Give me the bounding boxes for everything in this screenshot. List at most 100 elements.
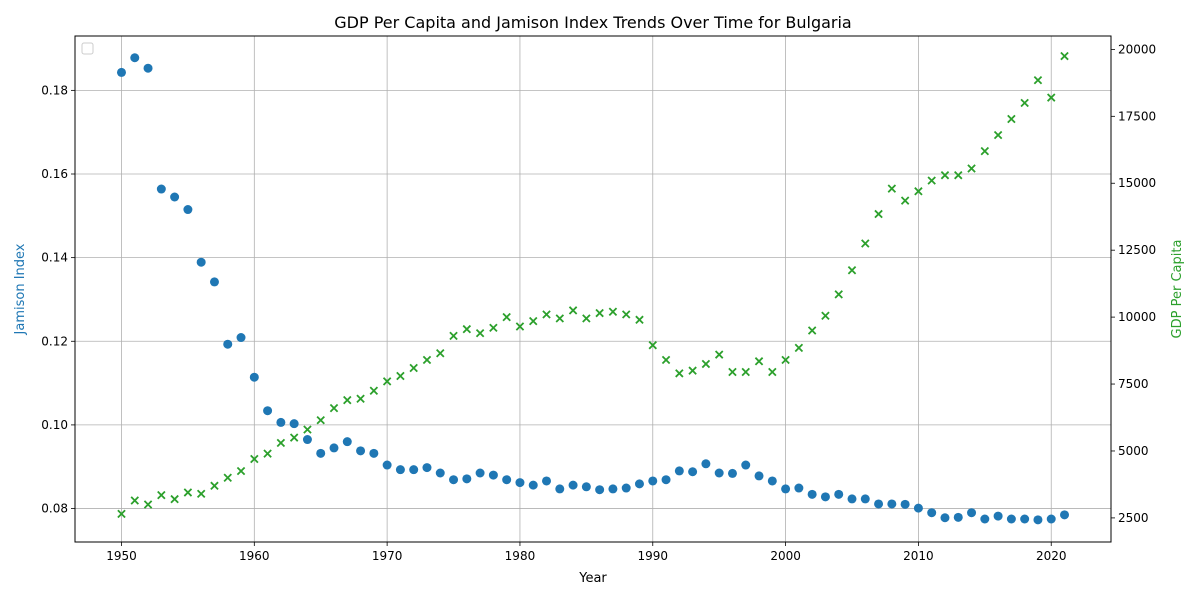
left-tick-label: 0.16 [41,167,68,181]
right-axis-label: GDP Per Capita [1170,240,1185,339]
jamison-point [701,459,711,469]
jamison-point [342,437,352,447]
left-axis-label: Jamison Index [13,243,28,335]
gdp-point [807,326,817,335]
gdp-point [289,433,299,442]
gdp-point [449,331,458,341]
jamison-point [170,192,180,202]
jamison-point [542,476,552,486]
gdp-point [329,403,339,413]
x-tick-label: 1990 [637,549,668,563]
gdp-point [847,266,857,275]
jamison-point [581,482,591,492]
jamison-point [927,508,937,518]
x-tick-label: 1960 [239,549,270,563]
gdp-point [555,314,565,323]
gdp-point [1020,98,1029,108]
left-tick-label: 0.10 [41,418,68,432]
jamison-point [462,474,472,484]
jamison-point [781,484,791,494]
jamison-point [515,478,525,488]
right-tick-label: 7500 [1118,377,1149,391]
right-tick-label: 2500 [1118,511,1149,525]
gdp-point [1007,114,1016,124]
gdp-point [940,170,950,180]
jamison-point [648,476,658,486]
jamison-point [329,443,339,453]
jamison-point [183,205,193,215]
x-tick-label: 2010 [903,549,934,563]
gdp-point [967,164,976,173]
gdp-point [675,369,684,378]
gdp-point [887,184,897,193]
plot-background [75,36,1111,542]
jamison-point [953,512,963,522]
jamison-point [276,417,286,427]
gdp-point [210,481,219,491]
gdp-point [661,355,671,365]
jamison-point [1046,514,1056,524]
jamison-point [488,470,498,480]
gdp-point [688,366,697,375]
jamison-point [608,484,618,494]
jamison-point [940,513,950,523]
gdp-point [608,307,618,316]
gdp-point [595,308,604,318]
jamison-point [688,467,698,477]
right-axis-ticks: 2500 5000 7500 10000 12500 15000 17500 20000 [1111,42,1156,525]
jamison-point [967,508,977,518]
gdp-point [621,310,631,319]
x-tick-label: 1970 [372,549,403,563]
gdp-point [1046,93,1056,102]
jamison-point [741,460,751,470]
gdp-point [874,209,883,219]
jamison-point [874,499,884,509]
x-tick-label: 1950 [106,549,137,563]
jamison-point [143,63,153,73]
gdp-point [170,494,179,504]
jamison-point [847,494,857,504]
jamison-point [395,465,405,475]
gdp-point [157,490,166,500]
gdp-point [183,488,193,497]
gdp-point [263,449,272,458]
x-tick-label: 2000 [770,549,801,563]
gdp-point [409,363,418,373]
jamison-point [860,494,870,504]
jamison-point [621,483,631,493]
gdp-point [821,311,830,321]
right-tick-label: 17500 [1118,109,1156,123]
gdp-point [900,196,910,205]
gdp-point [927,176,936,185]
jamison-point [263,406,273,416]
plot-frame [74,35,1112,543]
jamison-point [674,466,684,476]
jamison-point [302,435,312,445]
left-tick-label: 0.12 [41,334,68,348]
jamison-point [369,448,379,458]
chart-title: GDP Per Capita and Jamison Index Trends … [334,13,851,32]
jamison-point [156,184,166,194]
jamison-point [887,499,897,509]
jamison-point [794,483,804,493]
left-tick-label: 0.08 [41,502,68,516]
gdp-point [794,343,804,353]
right-tick-label: 12500 [1118,243,1156,257]
gdp-point [369,386,379,395]
jamison-point [1020,514,1030,524]
jamison-point [767,476,777,486]
gdp-point [768,367,777,377]
gdp-point [635,315,644,325]
gdp-point [542,310,551,319]
gdp-point [954,170,963,180]
gdp-point [582,314,591,323]
gdp-point [303,425,312,434]
jamison-point [289,419,299,429]
jamison-point [913,503,923,513]
gdp-point [714,350,724,359]
gdp-point [515,322,525,331]
gdp-point [250,454,259,464]
left-tick-label: 0.14 [41,251,68,265]
jamison-point [435,468,445,478]
